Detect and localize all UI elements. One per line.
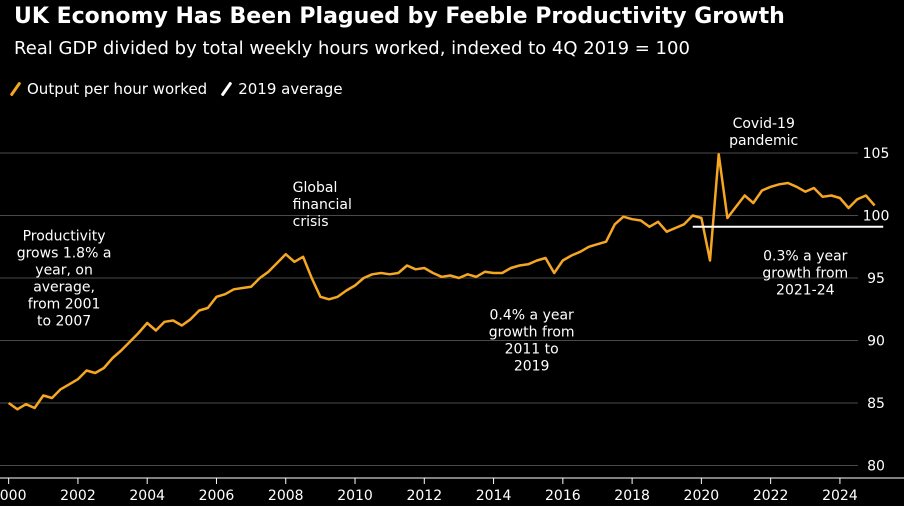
x-tick-label-2024: 2024 (822, 488, 858, 504)
annotation-line: 2019 (514, 358, 550, 374)
x-tick-label-2010: 2010 (337, 488, 373, 504)
annotation-line: crisis (293, 214, 329, 230)
x-tick-label-2000: 2000 (0, 488, 26, 504)
annotation-line: year, on (35, 263, 93, 279)
y-tick-label-85: 85 (867, 396, 885, 412)
y-tick-label-105: 105 (863, 146, 890, 162)
x-tick-label-2020: 2020 (684, 488, 720, 504)
annotation-line: Covid-19 (733, 116, 795, 132)
chart-subtitle: Real GDP divided by total weekly hours w… (14, 38, 690, 59)
legend-label-2019-average: 2019 average (238, 80, 343, 98)
annotation-line: to 2007 (37, 314, 91, 330)
chart-title: UK Economy Has Been Plagued by Feeble Pr… (14, 4, 785, 29)
y-tick-label-95: 95 (867, 271, 885, 287)
x-tick-label-2008: 2008 (268, 488, 304, 504)
annotation-covid: Covid-19 pandemic (729, 116, 798, 149)
annotation-line: from 2001 (28, 297, 101, 313)
annotation-line: growth from (762, 266, 848, 282)
legend-item-output-per-hour: Output per hour worked (9, 80, 208, 98)
annotation-line: pandemic (729, 133, 798, 149)
series-layer (7, 152, 884, 411)
x-tick-label-2012: 2012 (406, 488, 442, 504)
y-tick-label-90: 90 (867, 334, 885, 350)
annotation-line: growth from (489, 324, 575, 340)
annotation-line: financial (293, 197, 352, 213)
gridlines (0, 152, 858, 466)
annotation-gfc: Global financial crisis (293, 180, 352, 230)
x-tick-label-2014: 2014 (476, 488, 512, 504)
annotation-line: 0.4% a year (490, 307, 575, 323)
annotation-line: 2011 to (505, 341, 559, 357)
annotation-line: 2021-24 (776, 283, 835, 299)
x-tick-label-2018: 2018 (614, 488, 650, 504)
x-tick-label-2016: 2016 (545, 488, 581, 504)
annotation-line: 0.3% a year (763, 249, 848, 265)
x-tick-label-2002: 2002 (60, 488, 96, 504)
legend-label-output-per-hour: Output per hour worked (27, 80, 208, 98)
x-tick-label-2006: 2006 (199, 488, 235, 504)
annotation-productivity: Productivity grows 1.8% a year, on average,… (17, 229, 112, 330)
series-line-output-per-hour-worked (7, 152, 876, 411)
annotation-growth-2011: 0.4% a year growth from 2011 to 2019 (489, 307, 575, 374)
x-tick-label-2004: 2004 (129, 488, 165, 504)
x-axis-ticks: 2000 2002 2004 2006 2008 2010 2012 2014 2016 2018… (0, 477, 904, 504)
annotation-line: grows 1.8% a (17, 246, 112, 262)
annotations: Productivity grows 1.8% a year, on average,… (17, 116, 848, 374)
y-tick-label-100: 100 (863, 209, 890, 225)
y-tick-label-80: 80 (867, 459, 885, 475)
annotation-line: Global (293, 180, 338, 196)
annotation-growth-2021: 0.3% a year growth from 2021-24 (762, 249, 848, 299)
annotation-line: Productivity (23, 229, 106, 245)
legend-item-2019-average: 2019 average (220, 80, 343, 98)
annotation-line: average, (33, 280, 95, 296)
x-tick-label-2022: 2022 (753, 488, 789, 504)
y-axis-ticks: 80 85 90 95 100 105 (863, 146, 890, 475)
chart-legend: Output per hour worked 2019 average (9, 78, 361, 100)
